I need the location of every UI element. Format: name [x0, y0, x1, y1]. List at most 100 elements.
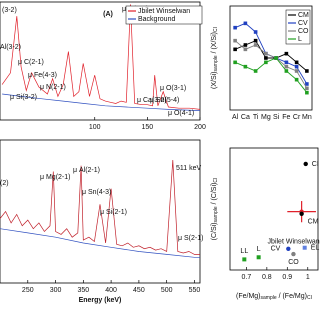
- point: [294, 69, 299, 73]
- label-part: / (Fe/Mg): [277, 293, 307, 300]
- panel-label: (A): [103, 11, 113, 18]
- point: [253, 43, 258, 47]
- y-axis-label: (C/Si)sample / (C/Si)CI: [211, 178, 219, 241]
- x-tick-label: 550: [189, 287, 201, 294]
- series-line: [0, 228, 200, 258]
- plot-frame: [229, 5, 313, 111]
- x-tick-label: Mn: [302, 114, 312, 121]
- point: [233, 47, 237, 52]
- point: [253, 30, 258, 34]
- point: [264, 56, 268, 60]
- plot-frame: [0, 139, 201, 284]
- peak-label: μ Sn(4-3): [82, 189, 111, 196]
- legend-label: L: [298, 36, 302, 43]
- peak-label: Al(3-2): [0, 44, 21, 51]
- x-tick-label: Ti: [253, 114, 259, 121]
- point: [233, 60, 237, 65]
- point: [264, 51, 268, 56]
- point-label: Jbilet Winselwan: [268, 238, 320, 245]
- legend-box: [285, 9, 311, 45]
- label-part: / (X/Si): [211, 32, 218, 55]
- legend-box: [125, 5, 203, 25]
- series-line: [0, 159, 200, 255]
- series-line: [2, 93, 201, 111]
- peak-label: μ Si(3-2): [10, 94, 37, 101]
- point: [256, 255, 261, 260]
- x-axis-label: Energy (keV): [79, 297, 122, 304]
- series-line: [1, 4, 201, 110]
- y-axis-label: (X/Si)sample / (X/Si)CI: [211, 27, 219, 89]
- label-part: sample: [213, 206, 219, 222]
- point: [305, 86, 309, 91]
- point-label: CO: [288, 259, 299, 266]
- peak-label: μ O(3-1): [160, 85, 186, 92]
- point: [274, 56, 278, 60]
- point: [291, 251, 296, 257]
- peak-label: 511 keV: [176, 165, 201, 172]
- peak-label: μ Fe(4-3): [28, 72, 57, 79]
- peak-label: μ Al(2-1): [73, 167, 100, 174]
- x-tick-label: Mg: [261, 114, 271, 121]
- peak-label: μ Si(2-1): [100, 209, 127, 216]
- x-tick-label: 450: [133, 287, 145, 294]
- point: [233, 25, 237, 30]
- x-tick-label: Al: [232, 114, 239, 121]
- label-part: sample: [261, 295, 277, 301]
- peak-label: μ Ca(3-2): [137, 97, 167, 104]
- peak-label: μ C(2-1): [18, 59, 44, 66]
- label-part: sample: [213, 55, 219, 71]
- point: [294, 64, 299, 69]
- legend-label: CO: [298, 28, 309, 35]
- x-tick-label: Si: [273, 114, 280, 121]
- peak-label: μ Mg(2-1): [40, 174, 70, 181]
- point-label: LL: [240, 248, 248, 255]
- point: [284, 64, 289, 69]
- point: [242, 257, 247, 262]
- point: [299, 211, 304, 216]
- point: [286, 246, 291, 251]
- point: [294, 60, 299, 65]
- label-part: CI: [213, 178, 219, 183]
- x-tick-label: Fe: [282, 114, 290, 121]
- point: [264, 60, 268, 65]
- x-tick-label: 200: [194, 124, 206, 131]
- point-label: CV: [271, 246, 281, 253]
- point: [284, 69, 289, 73]
- peak-label: μ N(2-1): [40, 84, 66, 91]
- legend-label: CV: [298, 20, 308, 27]
- label-part: (C/Si): [211, 222, 218, 240]
- plot-frame: [0, 1, 201, 121]
- point: [253, 38, 258, 43]
- x-tick-label: 0.7: [242, 274, 252, 281]
- point: [243, 47, 248, 52]
- x-tick-label: 250: [22, 287, 34, 294]
- point: [305, 69, 309, 73]
- point: [253, 69, 258, 73]
- label-part: (X/Si): [211, 71, 218, 89]
- point: [243, 64, 248, 69]
- peak-label: μ Sn(5-4): [150, 97, 179, 104]
- label-part: CI: [213, 27, 219, 32]
- point: [284, 51, 289, 56]
- x-tick-label: Ca: [241, 114, 250, 121]
- point: [243, 21, 248, 26]
- point: [243, 43, 248, 47]
- label-part: (Fe/Mg): [236, 293, 261, 300]
- x-tick-label: 0.9: [282, 274, 292, 281]
- x-tick-label: 500: [161, 287, 173, 294]
- point: [305, 90, 309, 95]
- label-part: / (C/Si): [211, 183, 218, 207]
- x-tick-label: 100: [89, 124, 101, 131]
- point: [302, 245, 307, 250]
- plot-frame: [229, 147, 319, 271]
- peak-label: (3-2): [2, 7, 17, 14]
- x-tick-label: Cr: [293, 114, 301, 121]
- x-axis-label: (Fe/Mg)sample / (Fe/Mg)CI: [236, 293, 312, 301]
- peak-label: (2): [0, 180, 9, 187]
- point: [294, 77, 299, 82]
- point-label: CI: [312, 161, 319, 168]
- legend-label: Jbilet Winselwan: [138, 8, 190, 15]
- point: [284, 60, 289, 65]
